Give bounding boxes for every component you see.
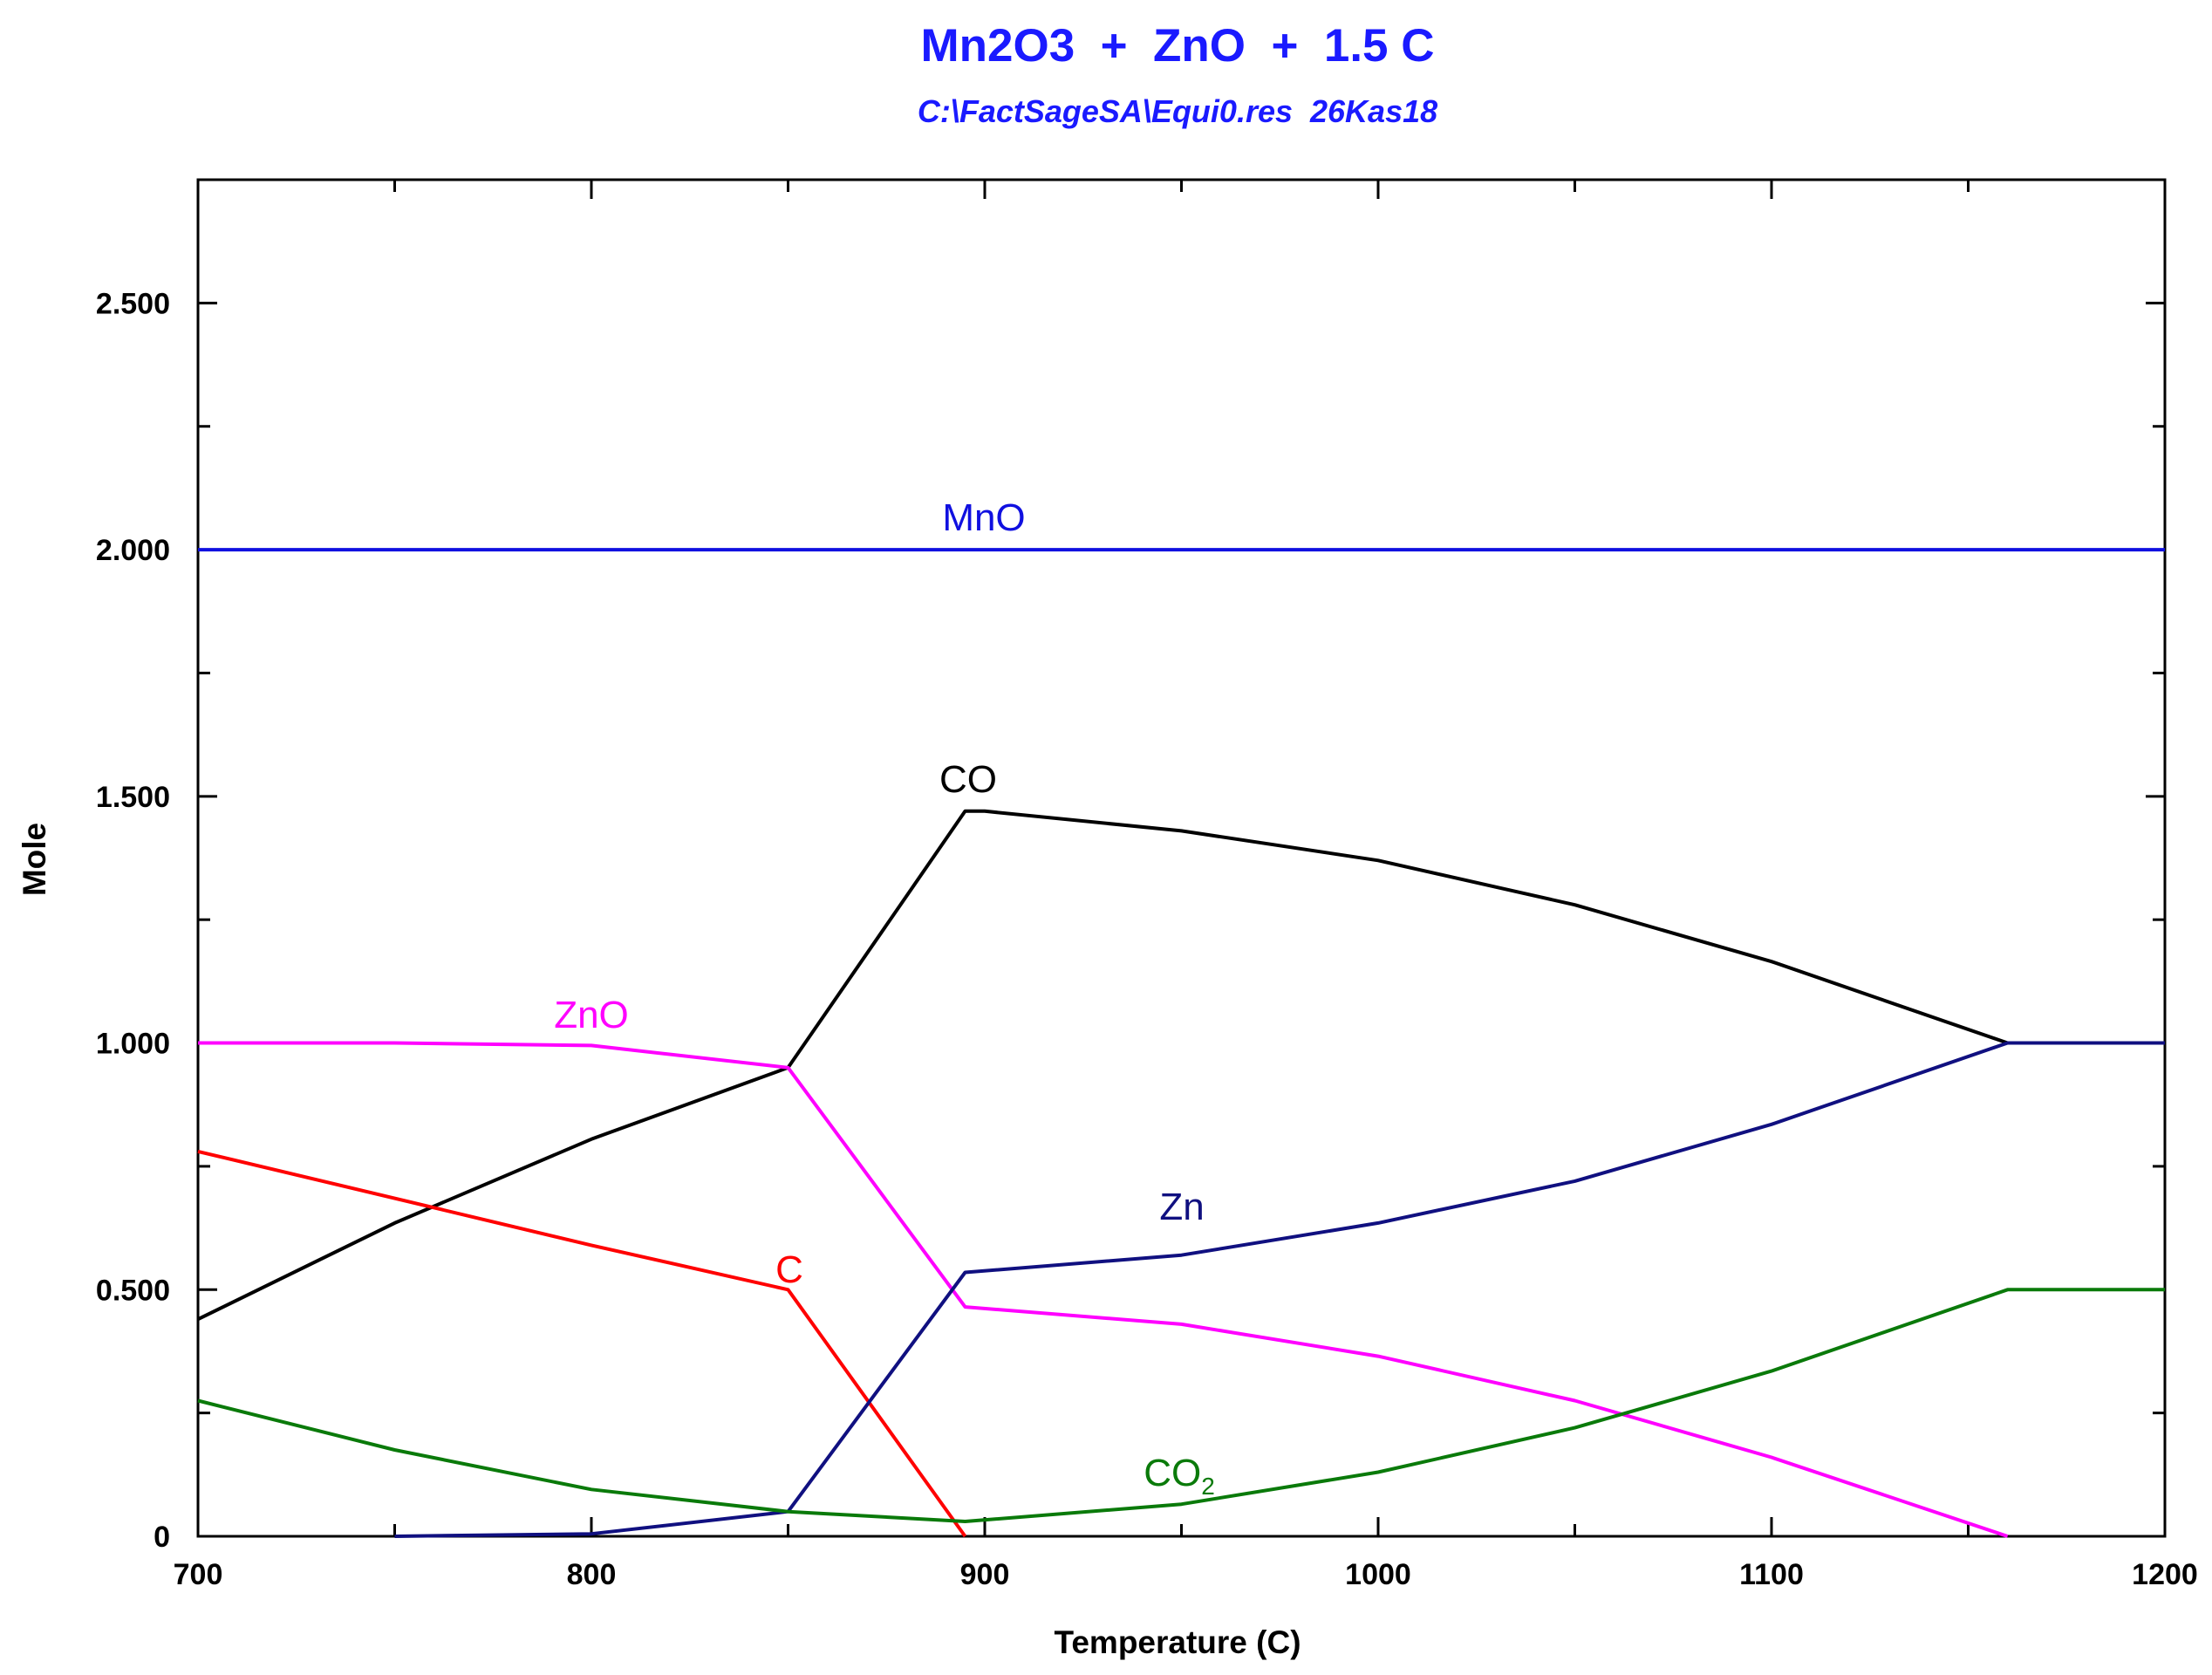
series-line-co (197, 809, 2165, 1321)
x-tick-label: 1100 (1739, 1558, 1804, 1591)
series-line-zn (394, 1041, 2165, 1538)
y-axis: 0 0.500 1.000 1.500 2.000 2.500 (96, 178, 2165, 1554)
series-labels: MnO CO ZnO C Zn CO2 (554, 496, 1215, 1500)
series-line-co2 (197, 1288, 2165, 1523)
series-label-c: C (775, 1248, 803, 1291)
chart-title: Mn2O3 + ZnO + 1.5 C (920, 20, 1434, 72)
chart-subtitle: C:\FactSageSA\Equi0.res 26Kas18 (918, 93, 1437, 129)
x-tick-label: 1200 (2132, 1558, 2198, 1591)
y-tick-label: 1.500 (96, 781, 170, 814)
series-label-co2: CO2 (1144, 1452, 1215, 1500)
x-axis-label: Temperature (C) (1054, 1624, 1301, 1660)
x-tick-label: 1000 (1345, 1558, 1411, 1591)
series-label-mno: MnO (942, 496, 1025, 539)
plot-frame (196, 178, 2167, 1538)
x-tick-label: 800 (567, 1558, 617, 1591)
y-axis-label: Mole (17, 823, 52, 896)
y-tick-label: 0.500 (96, 1274, 170, 1307)
y-tick-label: 1.000 (96, 1028, 170, 1061)
y-tick-label: 2.000 (96, 534, 170, 567)
series-line-zno (198, 1041, 2009, 1538)
x-tick-label: 900 (960, 1558, 1010, 1591)
series-label-zn: Zn (1159, 1186, 1204, 1228)
y-tick-label: 2.500 (96, 287, 170, 320)
series-layer (197, 548, 2165, 1538)
series-label-co: CO (939, 758, 997, 801)
x-axis: 700 800 900 1000 1100 1200 (174, 180, 2198, 1591)
x-tick-label: 700 (174, 1558, 223, 1591)
series-line-c (197, 1149, 967, 1538)
y-tick-label: 0 (154, 1521, 170, 1554)
series-label-zno: ZnO (554, 994, 629, 1036)
